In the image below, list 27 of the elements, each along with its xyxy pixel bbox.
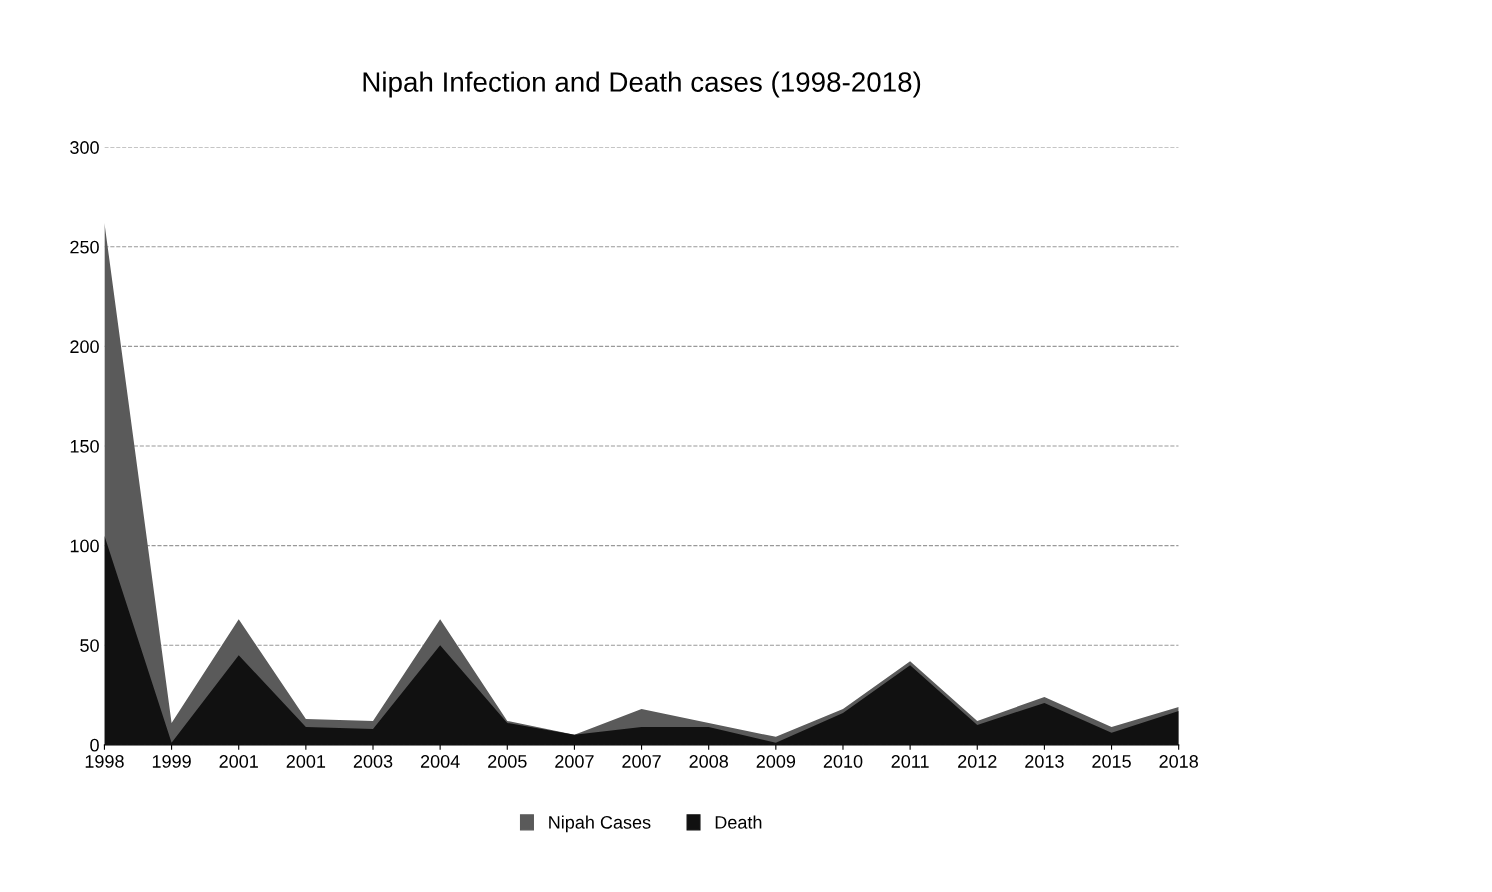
x-tick-label: 2004 — [420, 755, 460, 768]
x-tick-label: 2008 — [689, 755, 728, 768]
x-tick-label: 2003 — [353, 755, 393, 768]
x-tick-label: 2015 — [1092, 755, 1131, 768]
y-tick-label: 100 — [70, 539, 99, 553]
x-tick-label: 2007 — [555, 755, 594, 768]
x-tick-label: 2001 — [286, 755, 326, 768]
x-tick-label: 2007 — [622, 755, 661, 768]
y-tick-label: 0 — [90, 738, 99, 752]
x-tick-label: 2001 — [219, 755, 258, 768]
x-tick-label: 2009 — [756, 755, 796, 768]
x-tick-label: 2018 — [1159, 755, 1198, 768]
legend-label: Nipah Cases — [549, 815, 651, 833]
x-tick-label: 2012 — [958, 755, 997, 768]
x-tick-label: 1998 — [85, 755, 124, 768]
y-tick-label: 250 — [70, 240, 99, 254]
x-tick-label: 2011 — [891, 755, 929, 768]
legend-label: Death — [715, 815, 762, 829]
y-tick-label: 150 — [70, 439, 99, 453]
y-tick-label: 300 — [70, 141, 99, 154]
x-tick-label: 2005 — [488, 755, 527, 768]
y-tick-label: 200 — [70, 340, 99, 354]
x-tick-label: 2013 — [1025, 755, 1064, 768]
chart-title: Nipah Infection and Death cases (1998-2018) — [363, 71, 921, 98]
x-tick-label: 2010 — [823, 755, 863, 768]
x-tick-label: 1999 — [152, 755, 191, 768]
y-tick-label: 50 — [80, 639, 99, 652]
